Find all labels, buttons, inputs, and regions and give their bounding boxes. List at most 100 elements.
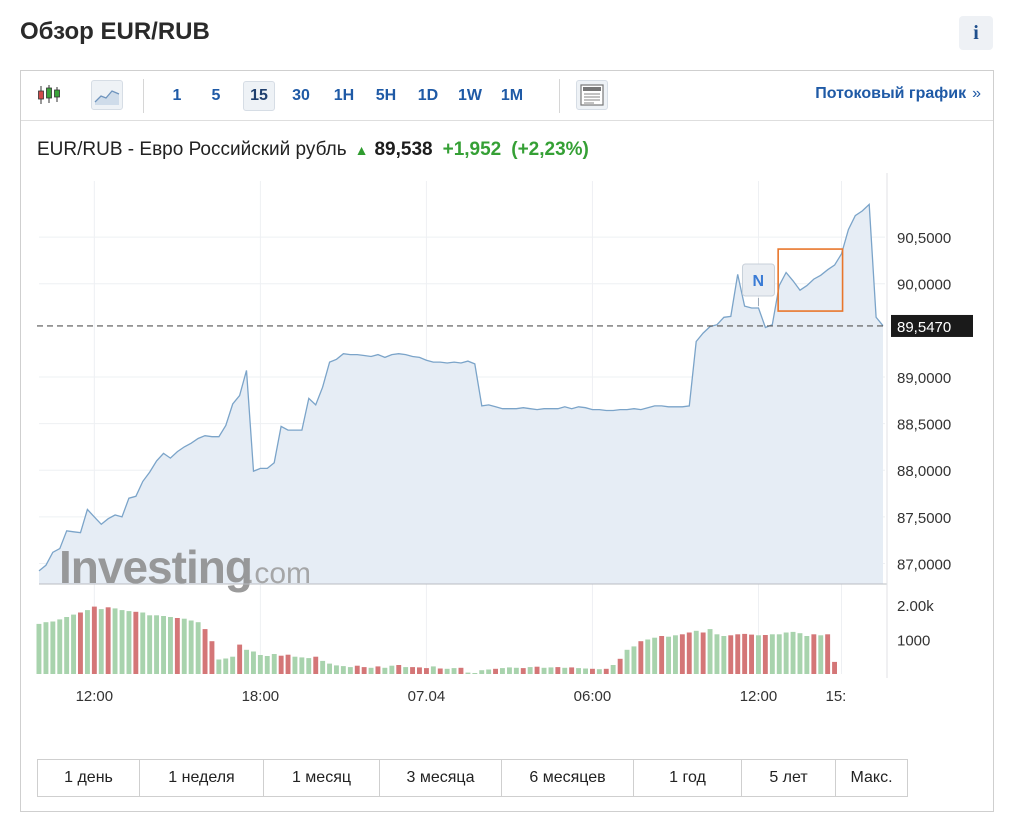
streaming-chart-link[interactable]: Потоковый график » xyxy=(815,85,981,103)
volume-axis-label: 2.00k xyxy=(897,598,934,615)
volume-bar xyxy=(631,646,637,674)
range-button[interactable]: 1 день xyxy=(38,760,140,796)
volume-bar xyxy=(700,632,706,674)
volume-bar xyxy=(493,668,498,674)
volume-bar xyxy=(410,667,415,674)
volume-bar xyxy=(105,607,111,674)
volume-bar xyxy=(188,620,194,674)
volume-bar xyxy=(541,667,547,674)
price-axis-label: 89,0000 xyxy=(897,370,951,387)
range-button[interactable]: 1 месяц xyxy=(264,760,380,796)
info-icon[interactable]: i xyxy=(959,16,993,50)
volume-bar xyxy=(43,622,49,674)
volume-bar xyxy=(424,668,429,674)
volume-bar xyxy=(756,635,761,674)
volume-bar xyxy=(257,655,263,674)
volume-bar xyxy=(230,656,236,674)
timeframe-1h[interactable]: 1H xyxy=(333,87,355,104)
range-selector: 1 день 1 неделя 1 месяц 3 месяца 6 месяцев 1 … xyxy=(37,759,908,797)
volume-bar xyxy=(769,634,775,674)
volume-bar xyxy=(375,666,381,674)
volume-bar xyxy=(638,641,644,674)
volume-bar xyxy=(486,669,492,674)
investing-watermark-suffix: .com xyxy=(246,557,311,590)
instrument-change-percent: (+2,23%) xyxy=(511,139,589,160)
volume-bar xyxy=(749,634,754,674)
timeframe-1m[interactable]: 1M xyxy=(500,87,524,104)
volume-bar xyxy=(472,673,478,674)
table-view-icon[interactable] xyxy=(576,80,608,110)
highlight-box xyxy=(777,248,844,312)
chart-panel: 1 5 15 30 1H 5H 1D 1W 1M Потоковый график» EUR/R… xyxy=(20,70,994,812)
timeframe-1w[interactable]: 1W xyxy=(458,87,482,104)
volume-bar xyxy=(804,636,810,674)
volume-bar xyxy=(666,636,671,674)
volume-bar xyxy=(202,629,208,674)
volume-bar xyxy=(216,659,222,674)
streaming-chart-label: Потоковый график xyxy=(815,85,967,102)
toolbar-divider xyxy=(143,79,144,113)
volume-bar xyxy=(91,606,97,674)
volume-bar xyxy=(313,656,319,674)
volume-bar xyxy=(98,609,104,674)
volume-bar xyxy=(624,649,630,674)
volume-bar xyxy=(147,615,153,674)
volume-bar xyxy=(645,639,651,674)
volume-bar xyxy=(64,617,70,674)
volume-bar xyxy=(334,665,339,674)
toolbar-divider xyxy=(559,79,560,113)
volume-bar xyxy=(389,665,395,674)
volume-bar xyxy=(659,636,665,674)
volume-bar xyxy=(417,667,422,674)
volume-bar xyxy=(306,658,312,674)
volume-bar xyxy=(714,634,720,674)
volume-bar xyxy=(610,665,616,674)
timeframe-5[interactable]: 5 xyxy=(211,87,221,104)
volume-bar xyxy=(576,668,581,674)
volume-bar xyxy=(78,612,83,674)
volume-bar xyxy=(590,668,595,674)
instrument-change: +1,952 xyxy=(442,139,502,160)
volume-bar xyxy=(679,634,685,674)
price-axis-label: 87,0000 xyxy=(897,556,951,573)
timeframe-15[interactable]: 15 xyxy=(243,81,275,111)
volume-bar xyxy=(50,621,56,674)
volume-bar xyxy=(555,667,561,674)
investing-watermark: Investing xyxy=(59,541,252,593)
volume-bar xyxy=(507,667,512,674)
volume-bar xyxy=(596,669,602,674)
price-chart[interactable]: Investing.com 90,5000 90,0000 89,0000 88,500… xyxy=(21,71,993,751)
timeframe-30[interactable]: 30 xyxy=(292,87,310,104)
news-marker[interactable] xyxy=(741,263,775,297)
volume-bar xyxy=(320,660,326,674)
range-button[interactable]: 1 неделя xyxy=(140,760,264,796)
volume-bar xyxy=(790,631,796,674)
chevron-right-icon: » xyxy=(972,85,981,102)
range-button[interactable]: Макс. xyxy=(850,769,893,786)
volume-bar xyxy=(195,622,201,674)
range-button[interactable]: 6 месяцев xyxy=(502,760,634,796)
range-button[interactable]: 1 год xyxy=(634,760,742,796)
volume-bar xyxy=(299,657,305,674)
volume-bar xyxy=(783,632,789,674)
chart-toolbar: 1 5 15 30 1H 5H 1D 1W 1M Потоковый график» xyxy=(21,71,993,121)
candlestick-icon[interactable] xyxy=(33,80,65,110)
range-button[interactable]: 3 месяца xyxy=(380,760,502,796)
volume-bar xyxy=(347,667,353,674)
timeframe-5h[interactable]: 5H xyxy=(375,87,397,104)
area-chart-icon[interactable] xyxy=(91,80,123,110)
volume-bar xyxy=(693,630,699,674)
volume-bar xyxy=(673,635,678,674)
time-axis-label: 07.04 xyxy=(408,688,446,705)
volume-bar xyxy=(382,667,388,674)
volume-bar xyxy=(735,634,741,674)
volume-bar xyxy=(721,636,727,674)
range-button[interactable]: 5 лет xyxy=(742,760,836,796)
volume-bar xyxy=(112,608,118,674)
time-axis-label: 18:00 xyxy=(242,688,280,705)
timeframe-1d[interactable]: 1D xyxy=(417,87,439,104)
volume-bar xyxy=(500,668,505,674)
timeframe-1[interactable]: 1 xyxy=(172,87,182,104)
volume-bar xyxy=(825,634,831,674)
volume-bar xyxy=(513,667,519,674)
